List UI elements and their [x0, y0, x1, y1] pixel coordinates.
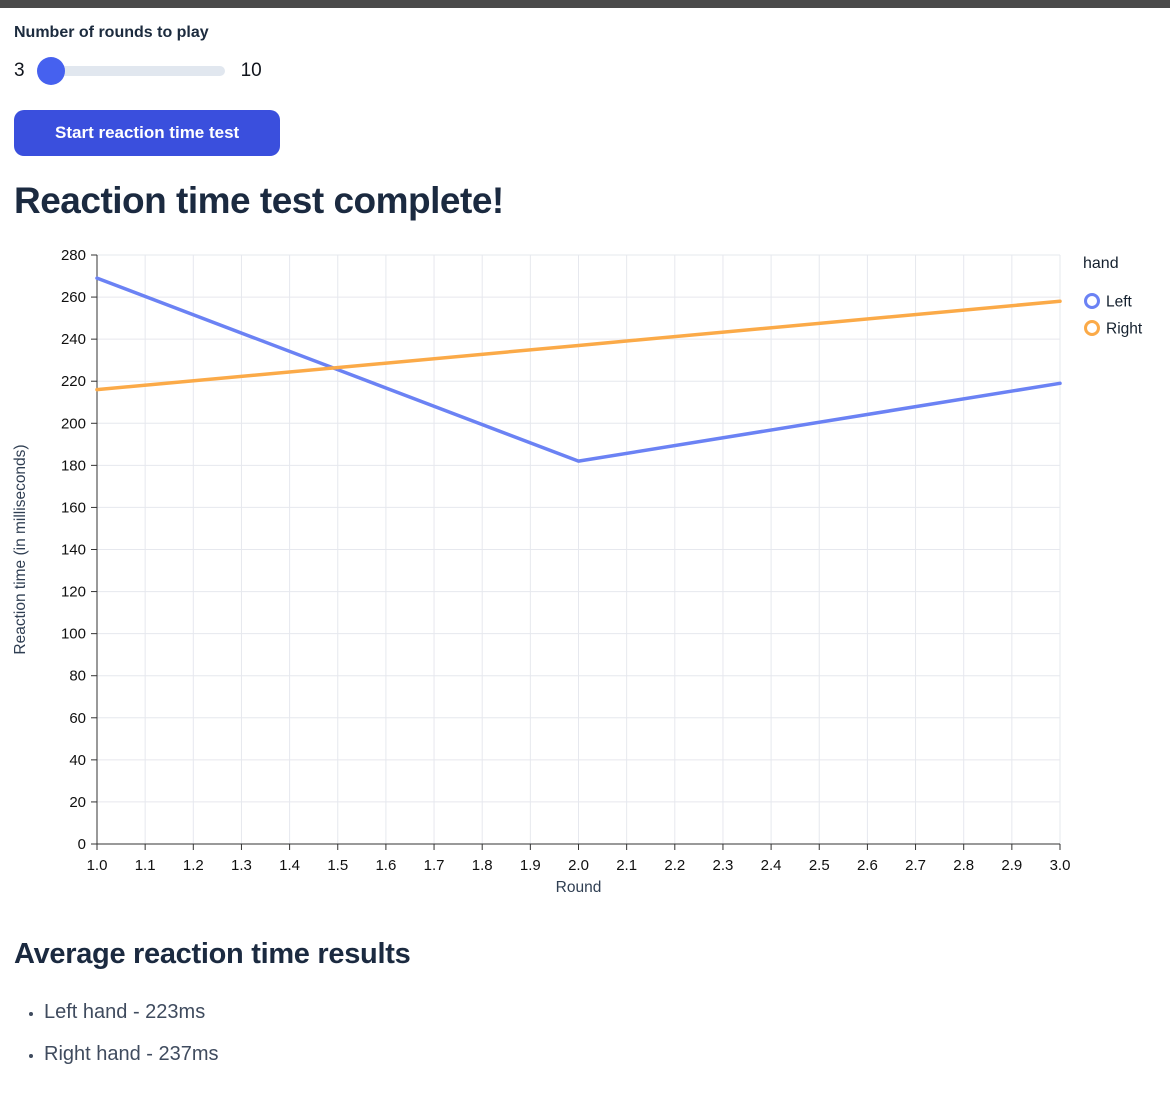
slider-min-value: 3	[14, 60, 25, 81]
slider-label: Number of rounds to play	[14, 24, 209, 41]
svg-text:0: 0	[78, 836, 86, 853]
window-top-bar	[0, 0, 1170, 8]
svg-text:40: 40	[69, 752, 86, 769]
svg-text:2.0: 2.0	[568, 857, 589, 874]
rounds-slider[interactable]: 3 10	[14, 56, 1170, 86]
result-item-right: Right hand - 237ms	[44, 1043, 1170, 1066]
svg-text:Left: Left	[1106, 294, 1133, 311]
svg-text:3.0: 3.0	[1050, 857, 1071, 874]
svg-text:1.3: 1.3	[231, 857, 252, 874]
slider-max-value: 10	[240, 60, 262, 81]
svg-text:240: 240	[61, 331, 86, 348]
result-item-left: Left hand - 223ms	[44, 1001, 1170, 1024]
svg-text:140: 140	[61, 542, 86, 559]
svg-text:1.0: 1.0	[87, 857, 108, 874]
slider-track-bar[interactable]	[36, 66, 225, 76]
svg-text:2.6: 2.6	[857, 857, 878, 874]
svg-text:120: 120	[61, 584, 86, 601]
svg-text:1.5: 1.5	[327, 857, 348, 874]
page-title: Reaction time test complete!	[14, 180, 504, 221]
svg-text:80: 80	[69, 668, 86, 685]
svg-text:180: 180	[61, 457, 86, 474]
svg-text:2.9: 2.9	[1001, 857, 1022, 874]
svg-text:260: 260	[61, 289, 86, 306]
slider-track[interactable]	[36, 56, 225, 86]
svg-text:1.1: 1.1	[135, 857, 156, 874]
svg-text:2.8: 2.8	[953, 857, 974, 874]
slider-thumb[interactable]	[36, 57, 65, 85]
svg-text:hand: hand	[1083, 255, 1119, 272]
svg-text:Reaction time (in milliseconds: Reaction time (in milliseconds)	[12, 444, 29, 654]
reaction-time-chart: 1.0 1.1 1.2 1.3 1.4 1.5 1.6 1.7 1.8 1.9 2.0 2.1 2.2 2…	[0, 248, 1170, 910]
svg-text:100: 100	[61, 626, 86, 643]
svg-text:220: 220	[61, 373, 86, 390]
svg-text:2.3: 2.3	[713, 857, 734, 874]
svg-text:2.5: 2.5	[809, 857, 830, 874]
start-test-button[interactable]: Start reaction time test	[14, 110, 281, 156]
svg-text:1.7: 1.7	[424, 857, 445, 874]
svg-text:160: 160	[61, 499, 86, 516]
svg-text:2.1: 2.1	[616, 857, 637, 874]
results-list: Left hand - 223ms Right hand - 237ms	[44, 1001, 1170, 1066]
svg-text:1.2: 1.2	[183, 857, 204, 874]
svg-text:2.4: 2.4	[761, 857, 782, 874]
svg-text:60: 60	[69, 710, 86, 727]
line-chart-canvas: 1.0 1.1 1.2 1.3 1.4 1.5 1.6 1.7 1.8 1.9 2.0 2.1 2.2 2…	[12, 248, 1143, 896]
svg-text:Right: Right	[1106, 321, 1143, 338]
svg-text:1.9: 1.9	[520, 857, 541, 874]
svg-text:2.2: 2.2	[664, 857, 685, 874]
svg-text:280: 280	[61, 248, 86, 264]
svg-text:2.7: 2.7	[905, 857, 926, 874]
svg-text:1.8: 1.8	[472, 857, 493, 874]
svg-text:1.4: 1.4	[279, 857, 300, 874]
results-heading: Average reaction time results	[14, 938, 411, 970]
svg-text:20: 20	[69, 794, 86, 811]
svg-text:1.6: 1.6	[375, 857, 396, 874]
svg-text:200: 200	[61, 415, 86, 432]
svg-text:Round: Round	[556, 879, 602, 896]
